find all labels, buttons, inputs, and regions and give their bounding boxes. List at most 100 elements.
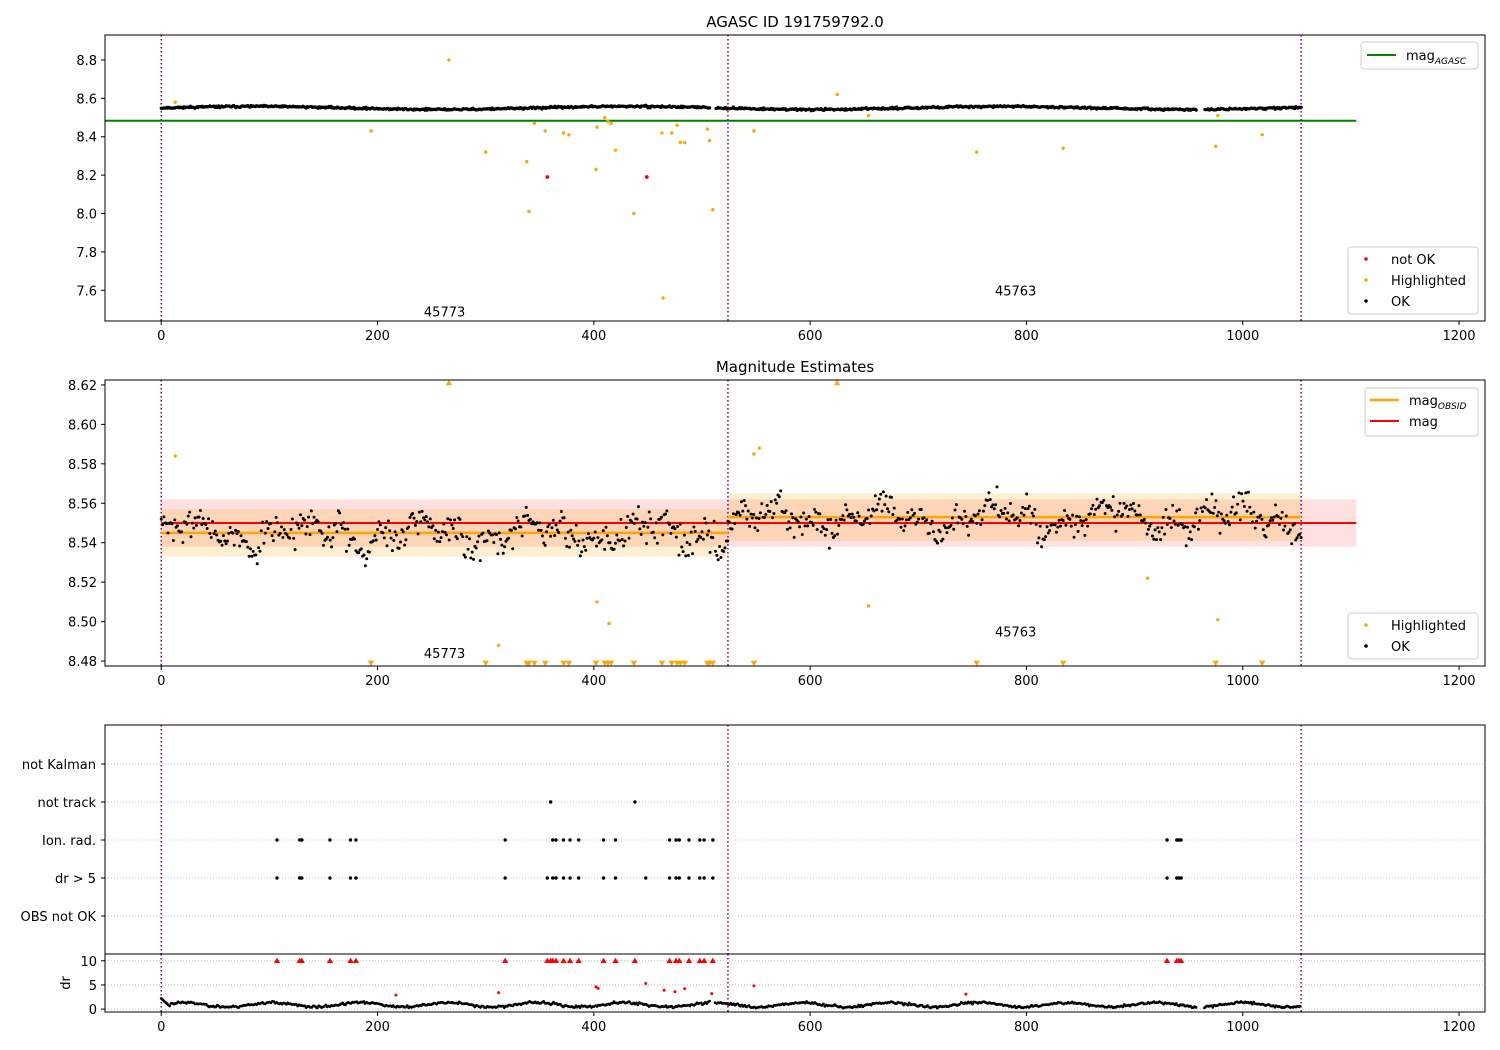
flag-category-label: Ion. rad. (42, 834, 96, 849)
ok-point (645, 541, 649, 545)
dr-ok-point (1250, 1002, 1254, 1006)
clipped-low-marker (482, 660, 489, 667)
ok-point (1230, 505, 1234, 509)
ok-point (562, 516, 566, 520)
ok-legend-marker (1364, 299, 1368, 303)
ok-point (321, 543, 325, 547)
ok-point (849, 516, 853, 520)
ok-point (1287, 530, 1291, 534)
ion-rad-point (354, 838, 358, 842)
ok-point (1172, 519, 1176, 523)
ok-point (968, 520, 972, 524)
dr-axis-label: dr (59, 976, 74, 990)
ok-point (186, 514, 190, 518)
ok-point (472, 557, 476, 561)
ok-point (574, 523, 578, 527)
ok-point (190, 521, 194, 525)
dr-ok-point (969, 1000, 973, 1004)
ok-point (435, 539, 439, 543)
ok-point (1292, 522, 1296, 526)
dr-ok-point (635, 1001, 638, 1005)
clipped-low-marker (607, 660, 615, 667)
ok-point (1023, 507, 1027, 511)
mag-obsid-legend-label: magOBSID (1409, 394, 1467, 412)
ok-point (756, 529, 760, 533)
ok-point (373, 534, 377, 538)
ion-rad-point (300, 838, 304, 842)
ok-point (646, 525, 650, 529)
clipped-low-marker (677, 660, 684, 667)
ok-point (1017, 524, 1021, 528)
highlighted-point (369, 129, 373, 133)
magnitude-estimates-legend-top: magOBSID mag (1364, 387, 1479, 437)
ok-point (262, 541, 266, 545)
highlighted-point (757, 446, 762, 450)
ok-point (470, 550, 474, 554)
highlighted-point (594, 167, 598, 172)
ok-point (175, 524, 179, 528)
highlighted-point (660, 131, 664, 135)
ok-point (956, 521, 960, 525)
ok-point (976, 512, 980, 516)
ok-point (865, 517, 869, 521)
not-track-point (633, 800, 637, 804)
ok-point (578, 554, 582, 558)
ok-point (742, 499, 746, 503)
ok-point (269, 521, 273, 525)
ok-point (1029, 521, 1033, 525)
mag-est-ytick-label: 8.52 (68, 576, 97, 591)
ok-point (388, 529, 392, 533)
highlighted-point (609, 121, 613, 126)
ok-point (346, 527, 350, 531)
ok-point (244, 540, 248, 544)
ok-point (810, 520, 814, 524)
ok-point (680, 545, 684, 549)
ok-point (386, 519, 390, 523)
ok-point (784, 509, 788, 513)
ok-point (967, 533, 971, 537)
ok-point (305, 525, 309, 529)
ok-point (335, 530, 339, 534)
ok-point (290, 517, 294, 521)
ok-point (875, 508, 879, 512)
ok-point (1130, 507, 1134, 511)
ok-point (197, 515, 201, 519)
ok-point (311, 522, 315, 526)
ok-point (803, 524, 807, 528)
mag-est-xtick-label: 800 (1014, 674, 1039, 689)
ok-point (603, 547, 607, 551)
ok-point (1025, 492, 1029, 496)
ok-point (444, 533, 448, 537)
ok-point (753, 526, 757, 530)
mag-est-ytick-label: 8.54 (68, 537, 97, 552)
ok-point (547, 522, 551, 526)
ok-point (297, 526, 301, 530)
ok-point (1094, 507, 1098, 511)
agasc-mag-ytick-label: 8.4 (76, 131, 97, 146)
ok-point (490, 533, 494, 537)
ok-point (1159, 538, 1163, 542)
ok-point (973, 514, 977, 518)
ok-point (328, 538, 332, 542)
ok-point (189, 535, 193, 539)
dr-clipped-marker (612, 957, 619, 963)
highlighted-point (632, 211, 636, 216)
highlighted-point (752, 452, 756, 456)
ok-point (1142, 517, 1146, 521)
ok-point (331, 536, 335, 540)
ok-point (266, 527, 270, 530)
ok-point (342, 521, 346, 525)
ok-point (185, 522, 189, 526)
mag-est-xtick-label: 400 (581, 674, 606, 689)
ok-point (773, 498, 777, 502)
ok-point (818, 512, 822, 516)
ok-point (668, 522, 672, 526)
ok-point (1154, 538, 1158, 542)
ok-point (686, 553, 690, 557)
clipped-low-marker (709, 660, 716, 667)
ok-point (334, 521, 338, 525)
ok-point (1163, 532, 1167, 536)
highlighted-point (1061, 146, 1065, 150)
ok-point (819, 530, 823, 534)
dr-xtick-label: 400 (581, 1020, 606, 1035)
